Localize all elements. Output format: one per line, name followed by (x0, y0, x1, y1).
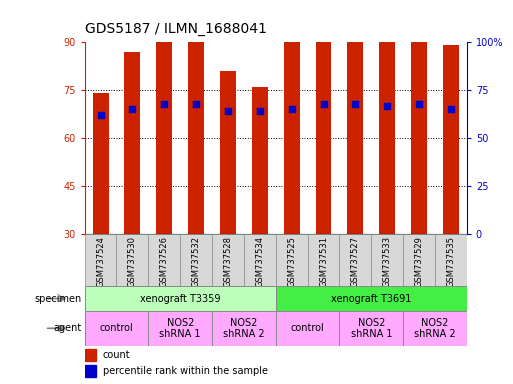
Point (320, 101, 328, 107)
Text: GSM737526: GSM737526 (160, 236, 169, 287)
Bar (85, 311, 148, 346)
Bar (220, 71, 236, 234)
Bar (347, 0, 363, 234)
Bar (212, 234, 244, 286)
Bar (180, 234, 212, 286)
Bar (340, 311, 403, 346)
Bar (276, 286, 467, 311)
Text: GSM737524: GSM737524 (96, 236, 105, 287)
Point (383, 103, 391, 109)
Bar (443, 45, 459, 234)
Bar (371, 234, 403, 286)
Text: xenograft T3359: xenograft T3359 (140, 293, 221, 304)
Text: specimen: specimen (35, 293, 82, 304)
Bar (315, 0, 331, 234)
Bar (188, 30, 204, 234)
Bar (85, 234, 116, 286)
Text: GSM737525: GSM737525 (287, 236, 296, 287)
Bar (116, 234, 148, 286)
Bar (403, 234, 435, 286)
Bar (284, 39, 300, 234)
Point (255, 108, 264, 114)
Text: control: control (291, 323, 324, 333)
Bar (276, 234, 308, 286)
Point (128, 106, 136, 113)
Bar (244, 234, 276, 286)
Bar (125, 52, 141, 234)
Text: GSM737527: GSM737527 (351, 236, 360, 287)
Bar (252, 87, 268, 234)
Point (351, 101, 360, 107)
Point (96, 112, 105, 118)
Bar (308, 234, 340, 286)
Text: GSM737534: GSM737534 (255, 236, 264, 287)
Bar (85, 286, 276, 311)
Text: GSM737528: GSM737528 (224, 236, 232, 287)
Bar (276, 311, 340, 346)
Text: NOS2
shRNA 2: NOS2 shRNA 2 (414, 318, 456, 339)
Point (160, 101, 168, 107)
Text: xenograft T3691: xenograft T3691 (331, 293, 411, 304)
Bar (148, 234, 180, 286)
Bar (379, 26, 395, 234)
Bar (85, 349, 96, 361)
Bar (85, 365, 96, 377)
Point (415, 101, 423, 107)
Bar (411, 0, 427, 234)
Bar (148, 311, 212, 346)
Text: GSM737535: GSM737535 (446, 236, 456, 287)
Text: percentile rank within the sample: percentile rank within the sample (103, 366, 268, 376)
Text: GSM737529: GSM737529 (415, 236, 424, 287)
Point (192, 101, 200, 107)
Bar (435, 234, 467, 286)
Point (224, 108, 232, 114)
Text: GDS5187 / ILMN_1688041: GDS5187 / ILMN_1688041 (85, 22, 267, 36)
Text: NOS2
shRNA 2: NOS2 shRNA 2 (223, 318, 265, 339)
Text: GSM737533: GSM737533 (383, 236, 392, 287)
Text: NOS2
shRNA 1: NOS2 shRNA 1 (160, 318, 201, 339)
Bar (403, 311, 467, 346)
Text: GSM737532: GSM737532 (192, 236, 201, 287)
Text: GSM737531: GSM737531 (319, 236, 328, 287)
Text: agent: agent (54, 323, 82, 333)
Text: count: count (103, 350, 131, 360)
Bar (93, 93, 109, 234)
Text: NOS2
shRNA 1: NOS2 shRNA 1 (350, 318, 392, 339)
Text: GSM737530: GSM737530 (128, 236, 137, 287)
Point (447, 106, 455, 113)
Text: control: control (100, 323, 133, 333)
Bar (156, 26, 172, 234)
Bar (212, 311, 276, 346)
Bar (340, 234, 371, 286)
Point (288, 106, 296, 113)
